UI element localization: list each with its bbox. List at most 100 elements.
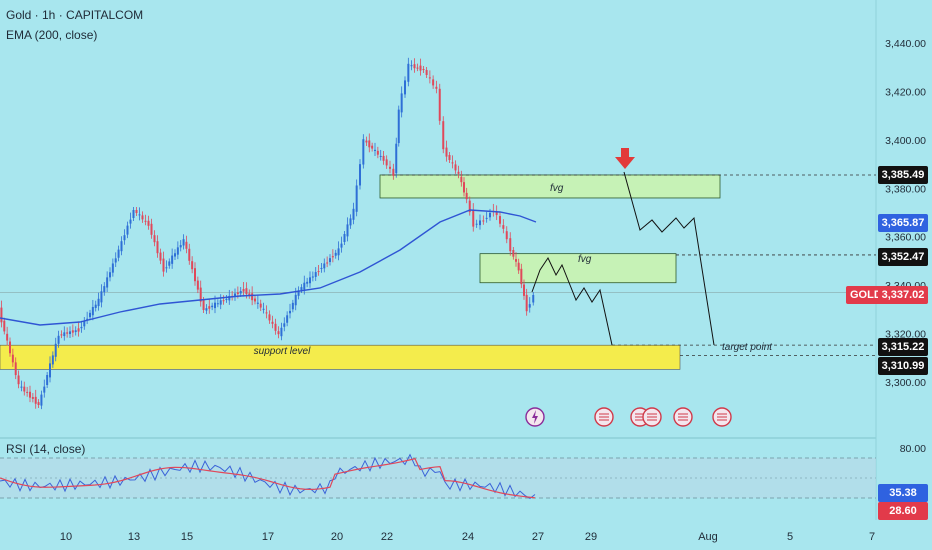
- candle-body: [465, 192, 468, 200]
- candle-body: [271, 321, 274, 324]
- candle-body: [323, 263, 326, 269]
- candle-body: [509, 238, 512, 252]
- candle-body: [97, 298, 100, 307]
- fvg-lower-label: fvg: [578, 254, 592, 265]
- candle-body: [77, 328, 80, 332]
- candle-body: [463, 182, 465, 193]
- candle-body: [485, 217, 488, 219]
- time-axis-tick: 13: [128, 531, 140, 543]
- candle-body: [168, 261, 171, 266]
- candle-body: [165, 267, 168, 269]
- candle-body: [337, 248, 340, 256]
- candle-body: [191, 261, 194, 270]
- candle-body: [435, 86, 438, 89]
- time-axis-tick: 22: [381, 531, 393, 543]
- candle-body: [254, 298, 256, 302]
- candle-body: [515, 259, 517, 262]
- candle-body: [502, 225, 505, 229]
- candle-body: [120, 241, 123, 252]
- candle-body: [234, 293, 236, 297]
- candle-body: [482, 220, 485, 222]
- rsi-axis-tick: 80.00: [900, 443, 926, 455]
- candle-body: [392, 168, 395, 176]
- candle-body: [303, 282, 306, 290]
- projection-path-short: [531, 256, 613, 346]
- candle-body: [317, 271, 320, 273]
- candle-body: [100, 291, 103, 303]
- candle-body: [280, 327, 283, 337]
- candle-body: [505, 231, 508, 240]
- candle-body: [0, 307, 3, 323]
- candle-body: [202, 300, 205, 310]
- candle-body: [407, 63, 410, 82]
- candle-body: [179, 245, 182, 248]
- candle-body: [499, 216, 501, 224]
- candle-body: [40, 394, 43, 406]
- candle-body: [54, 343, 57, 357]
- candle-body: [185, 241, 188, 249]
- candle-body: [495, 212, 498, 216]
- candle-body: [268, 314, 271, 321]
- rsi-indicator-label[interactable]: RSI (14, close): [6, 442, 86, 456]
- candle-body: [251, 293, 254, 301]
- candle-body: [374, 149, 376, 151]
- candle-body: [43, 386, 46, 393]
- ema-indicator-label[interactable]: EMA (200, close): [6, 28, 98, 42]
- candle-body: [34, 396, 37, 404]
- candle-body: [31, 397, 34, 399]
- candle-body: [379, 155, 382, 157]
- candle-body: [291, 302, 294, 310]
- candle-body: [389, 166, 391, 169]
- candle-body: [242, 289, 245, 292]
- candle-body: [219, 300, 222, 305]
- candle-body: [196, 280, 199, 290]
- candle-body: [74, 330, 77, 333]
- candle-body: [129, 219, 132, 224]
- candle-body: [532, 295, 535, 303]
- symbol-title[interactable]: Gold · 1h · CAPITALCOM: [6, 8, 144, 22]
- time-axis-tick: 17: [262, 531, 274, 543]
- candle-body: [517, 262, 520, 271]
- support-level-label: support level: [254, 346, 311, 357]
- current-price-tag: 3,337.02: [878, 286, 928, 304]
- candle-body: [368, 140, 371, 148]
- candle-body: [86, 318, 89, 320]
- fvg-price-tag: 3,352.47: [878, 248, 928, 266]
- time-axis-tick: 7: [869, 531, 875, 543]
- candle-body: [448, 155, 451, 160]
- candle-body: [371, 145, 374, 149]
- rsi-line: [0, 453, 536, 500]
- candle-body: [222, 300, 225, 302]
- time-axis-tick: Aug: [698, 531, 718, 543]
- candle-body: [520, 268, 523, 285]
- candle-body: [80, 326, 83, 329]
- candle-body: [294, 294, 297, 306]
- support-zone: [0, 344, 681, 370]
- candle-body: [442, 121, 445, 150]
- candle-body: [89, 312, 91, 318]
- candle-body: [83, 321, 86, 327]
- candle-body: [176, 247, 179, 255]
- candle-body: [528, 304, 531, 308]
- candle-body: [211, 305, 214, 308]
- candle-body: [123, 235, 126, 241]
- candle-body: [265, 312, 268, 314]
- candle-body: [66, 332, 69, 334]
- candle-body: [385, 159, 388, 166]
- candle-body: [468, 200, 471, 213]
- candle-body: [274, 323, 277, 331]
- candle-body: [109, 272, 111, 278]
- candle-body: [395, 143, 398, 174]
- candle-body: [419, 65, 422, 71]
- resistance-price-tag: 3,385.49: [878, 166, 928, 184]
- candle-body: [147, 220, 150, 226]
- time-axis-tick: 29: [585, 531, 597, 543]
- candle-body: [454, 164, 457, 171]
- price-axis-tick: 3,320.00: [885, 329, 926, 341]
- lightning-bolt: [532, 410, 538, 424]
- price-axis-tick: 3,400.00: [885, 135, 926, 147]
- candle-body: [46, 375, 49, 385]
- candle-body: [314, 272, 317, 277]
- candle-body: [349, 218, 352, 226]
